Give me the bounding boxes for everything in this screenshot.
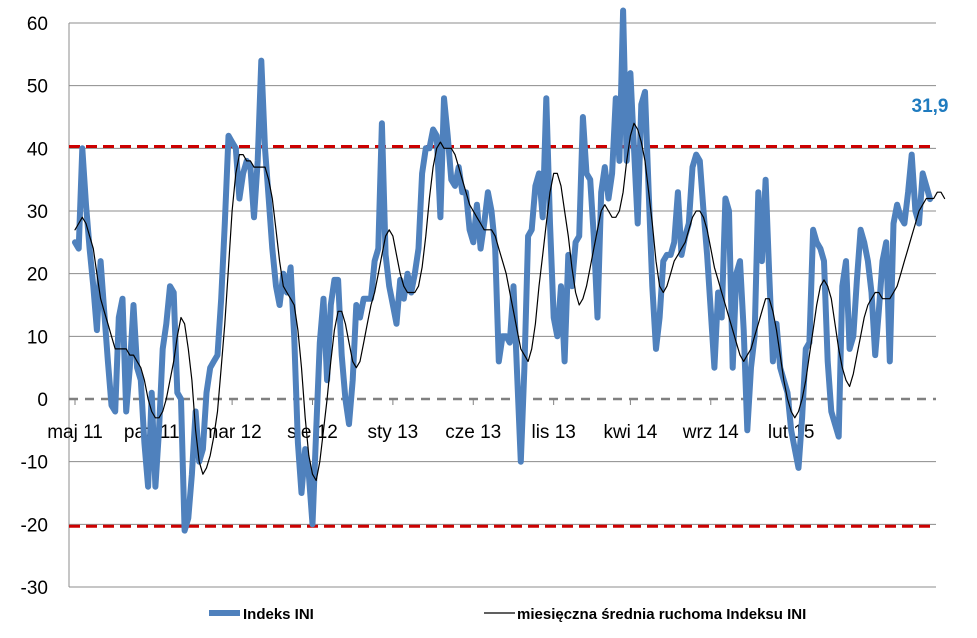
gridlines: [69, 22, 936, 588]
legend-label-moving-average: miesięczna średnia ruchoma Indeksu INI: [517, 606, 806, 623]
series-line-moving-average: [74, 122, 946, 482]
y-tick-label: 20: [27, 265, 48, 286]
y-tick-label: -10: [21, 453, 48, 474]
y-tick-label: -20: [21, 515, 48, 536]
y-tick-label: -30: [21, 578, 48, 599]
y-tick-label: 30: [27, 202, 48, 223]
x-tick-label: kwi 14: [603, 422, 657, 443]
x-tick-label: cze 13: [445, 422, 501, 443]
legend-label-indeks-ini: Indeks INI: [243, 606, 314, 623]
y-tick-label: 50: [27, 77, 48, 98]
y-tick-label: 10: [27, 327, 48, 348]
x-tick-label: lis 13: [531, 422, 575, 443]
y-tick-label: 60: [27, 14, 48, 35]
y-tick-label: 40: [27, 139, 48, 160]
legend: Indeks INI miesięczna średnia ruchoma In…: [209, 606, 806, 623]
x-tick-label: maj 11: [47, 422, 103, 443]
x-tick-label: sty 13: [368, 422, 419, 443]
series-line-indeks-ini: [72, 7, 933, 534]
x-tick-label: mar 12: [203, 422, 262, 443]
last-value-callout: 31,9: [912, 96, 949, 117]
y-tick-label: 0: [37, 390, 48, 411]
x-axis-tick-labels: maj 11 paź 11 mar 12 sie 12 sty 13 cze 13 lis …: [47, 422, 814, 443]
y-axis-tick-labels: 60 50 40 30 20 10 0 -10 -20 -30: [21, 14, 48, 599]
series-lines: [72, 7, 946, 534]
x-tick-label: wrz 14: [682, 422, 739, 443]
